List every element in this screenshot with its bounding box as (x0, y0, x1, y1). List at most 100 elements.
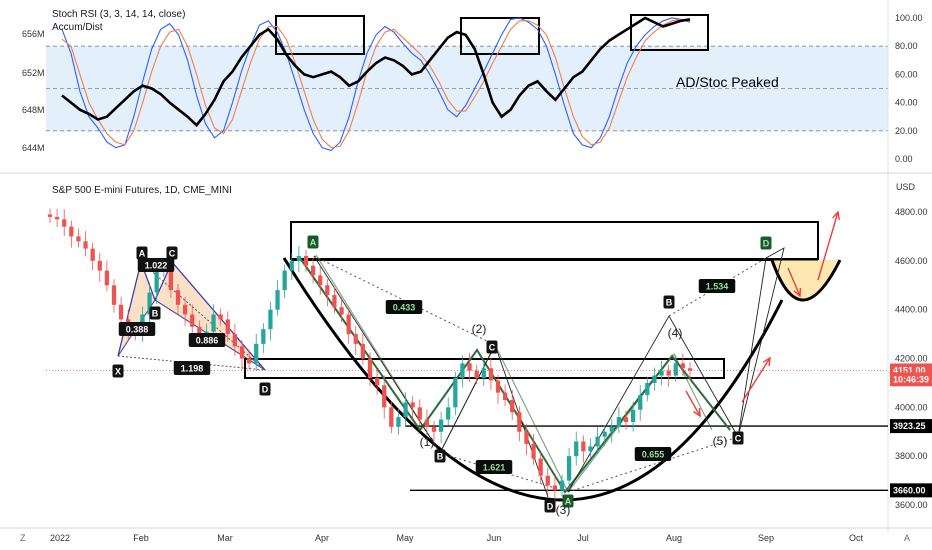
candle-body (623, 417, 629, 422)
candle-body (289, 260, 294, 271)
candle-body (197, 326, 202, 337)
stoch-tick-label: 60.00 (895, 69, 918, 79)
price-tick-label: 4600.00 (895, 256, 928, 266)
pattern-point-label-text: A (310, 238, 317, 248)
ratio-label-bg (137, 258, 175, 272)
resistance-box[interactable] (290, 221, 819, 260)
peak-highlight-box[interactable] (630, 14, 709, 51)
ratio-label-text: 0.655 (642, 450, 665, 460)
candle-body (566, 456, 572, 481)
pattern-point-label-bg (307, 235, 319, 249)
candle-body (76, 236, 81, 242)
candle-body (374, 378, 380, 386)
candle-body (474, 370, 479, 379)
candle-body (545, 475, 550, 486)
price-tick-label: 4000.00 (895, 402, 928, 412)
x-tick-label: Sep (758, 533, 774, 543)
accum-dist-title: Accum/Dist (52, 22, 103, 33)
pattern-point-label: B (149, 306, 161, 320)
ratio-label: 1.022 (137, 258, 175, 272)
arrow-down-2 (787, 267, 801, 297)
candle-body (97, 260, 102, 271)
candle-body (666, 370, 671, 376)
pattern-point-label-bg (663, 295, 675, 309)
candle-body (609, 426, 614, 432)
x-tick-label: Mar (217, 533, 233, 543)
candle-body (524, 431, 529, 444)
candle-body (453, 378, 458, 408)
candle-body (90, 248, 95, 261)
pattern-point-label-bg (149, 306, 161, 320)
price-tick-label: 3600.00 (895, 500, 928, 510)
candle-body (360, 343, 366, 359)
accum-dist-tick-label: 648M (22, 105, 45, 115)
ratio-label-text: 0.433 (393, 303, 416, 313)
candle-body (673, 363, 678, 376)
x-tick-label: May (396, 533, 414, 543)
pattern-point-label-text: C (735, 434, 742, 444)
pattern-point-label-bg (136, 246, 148, 260)
candle-body (104, 270, 110, 286)
candle-body (47, 214, 53, 217)
stoch-title: Stoch RSI (3, 3, 14, 14, close) (52, 9, 185, 20)
candle-body (111, 285, 117, 305)
pattern-point-label-text: D (262, 385, 269, 395)
candle-body (382, 385, 387, 408)
x-tick-label: Oct (849, 533, 864, 543)
candle-body (467, 363, 472, 371)
ratio-label-bg (173, 361, 211, 375)
harmonic-path (117, 259, 266, 371)
candle-body (687, 368, 693, 371)
ratio-label: 0.886 (188, 333, 226, 347)
price-tag-bg (890, 483, 932, 498)
candle-body (645, 382, 650, 396)
candle-body (495, 380, 501, 393)
candle-body (403, 402, 408, 418)
pattern-point-label: A (136, 246, 148, 260)
candle-body (417, 407, 422, 420)
candle-body (147, 292, 152, 315)
candle-body (431, 426, 437, 432)
candle-body (396, 417, 401, 427)
pattern-point-label-bg (544, 499, 556, 513)
stoch-tick-label: 0.00 (895, 154, 913, 164)
candle-body (175, 290, 181, 305)
harmonic-ad (140, 261, 266, 371)
candle-body (118, 304, 124, 320)
ratio-label-bg (698, 279, 736, 293)
candle-body (154, 270, 159, 293)
pattern-point-label-text: D (763, 239, 770, 249)
candle-body (346, 314, 351, 335)
arrow-down-2-head (793, 287, 802, 298)
candle-body (538, 458, 543, 476)
price-tag: 10:46:39 (890, 372, 932, 387)
ratio-label-bg (118, 322, 156, 336)
peak-highlight-box[interactable] (275, 15, 365, 55)
candle-body (588, 446, 593, 452)
pattern-line-1 (313, 255, 549, 498)
pattern-point-label: D (259, 382, 271, 396)
peak-highlight-box[interactable] (460, 17, 540, 55)
price-tick-label: 4800.00 (895, 207, 928, 217)
ratio-label-bg (475, 460, 513, 474)
arrow-up-2-head (832, 210, 840, 221)
candle-body (182, 304, 188, 315)
pattern-point-label: D (760, 236, 772, 250)
candle-body (83, 241, 88, 249)
candle-body (211, 314, 216, 332)
candle-body (481, 368, 486, 379)
candle-body (574, 441, 579, 457)
candle-body (595, 436, 600, 447)
x-tick-label: Apr (315, 533, 329, 543)
pattern-point-label: C (486, 340, 498, 354)
handle-arc (770, 259, 842, 302)
candle-body (460, 363, 465, 379)
candle-body (630, 409, 636, 422)
pattern-point-label-bg (732, 431, 744, 445)
pattern-point-label: C (166, 246, 178, 260)
candle-body (246, 358, 252, 364)
pattern-point-label-bg (166, 246, 178, 260)
x-tick-label: Aug (666, 533, 682, 543)
candle-body (254, 343, 259, 364)
